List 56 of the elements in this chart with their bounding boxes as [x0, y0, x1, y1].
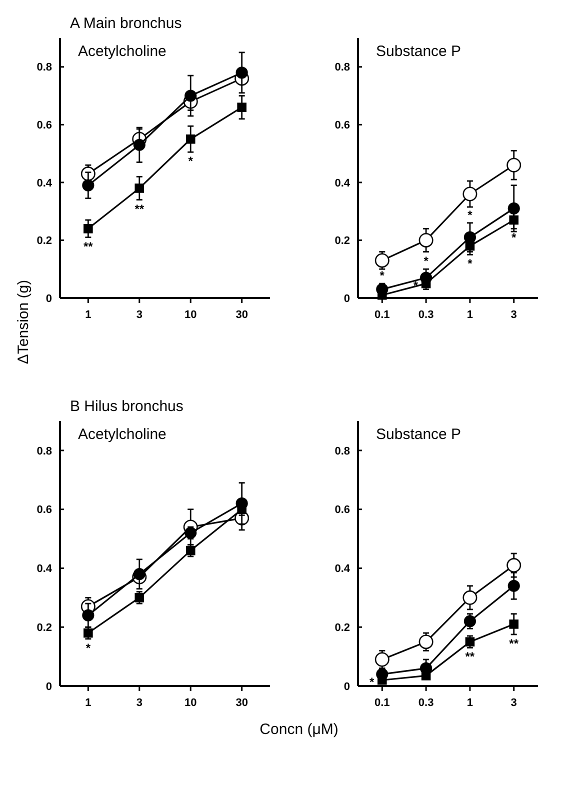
x-tick-label: 1 — [85, 697, 92, 709]
y-tick-label: 0.8 — [36, 445, 52, 458]
y-tick-label: 0.4 — [36, 563, 53, 576]
chart-title: Substance P — [376, 426, 462, 443]
x-tick-label: 0.3 — [418, 697, 434, 709]
data-label: * — [424, 254, 429, 268]
x-tick-label: 0.1 — [374, 309, 390, 321]
y-tick-label: 0.6 — [36, 120, 52, 132]
data-label: * — [512, 230, 517, 245]
y-tick-label: 0.2 — [36, 622, 52, 634]
x-tick-label: 0.3 — [418, 309, 434, 321]
y-tick-label: 0.2 — [334, 622, 350, 634]
y-tick-label: 0.4 — [334, 177, 351, 190]
x-tick-label: 3 — [510, 309, 517, 321]
data-label: * — [86, 640, 91, 655]
data-label: * — [188, 154, 194, 168]
data-label: ** — [84, 239, 94, 254]
y-tick-label: 0 — [344, 292, 350, 305]
data-label: * — [468, 256, 473, 271]
y-tick-label: 0.2 — [334, 235, 350, 248]
y-tick-label: 0 — [344, 680, 350, 693]
x-axis-title: Concn (μM) — [260, 721, 338, 738]
x-tick-label: 1 — [85, 309, 92, 321]
y-tick-label: 0.8 — [334, 445, 350, 458]
data-label: ** — [465, 650, 475, 664]
x-tick-label: 1 — [466, 697, 474, 709]
x-tick-label: 3 — [136, 309, 142, 321]
data-label: ** — [134, 202, 144, 216]
y-tick-label: 0.8 — [36, 62, 52, 74]
y-tick-label: 0.8 — [334, 62, 350, 74]
y-tick-label: 0 — [46, 292, 52, 305]
y-tick-label: 0.4 — [36, 177, 53, 190]
data-label: ** — [509, 636, 519, 650]
y-axis-title: ΔTension (g) — [15, 280, 32, 364]
data-label: * — [468, 208, 473, 222]
y-tick-label: 0.4 — [334, 563, 351, 576]
y-tick-label: 0 — [46, 680, 52, 693]
chart-title: Acetylcholine — [78, 426, 166, 443]
x-tick-label: 3 — [136, 697, 142, 709]
x-tick-label: 1 — [466, 309, 474, 321]
data-label: * — [380, 268, 385, 283]
y-tick-label: 0.6 — [36, 504, 52, 516]
data-label: * — [369, 675, 374, 690]
text: A Main bronchus — [70, 15, 182, 32]
x-tick-label: 0.1 — [374, 697, 390, 709]
x-tick-label: 30 — [236, 697, 248, 709]
y-tick-label: 0.6 — [334, 504, 350, 516]
y-tick-label: 0.2 — [36, 235, 52, 248]
x-tick-label: 10 — [184, 309, 197, 321]
text: B Hilus bronchus — [70, 398, 184, 415]
x-tick-label: 10 — [184, 697, 197, 709]
x-tick-label: 3 — [510, 697, 517, 709]
y-tick-label: 0.6 — [334, 120, 350, 132]
chart-title: Substance P — [376, 43, 462, 60]
chart-title: Acetylcholine — [78, 43, 166, 60]
x-tick-label: 30 — [236, 309, 248, 321]
